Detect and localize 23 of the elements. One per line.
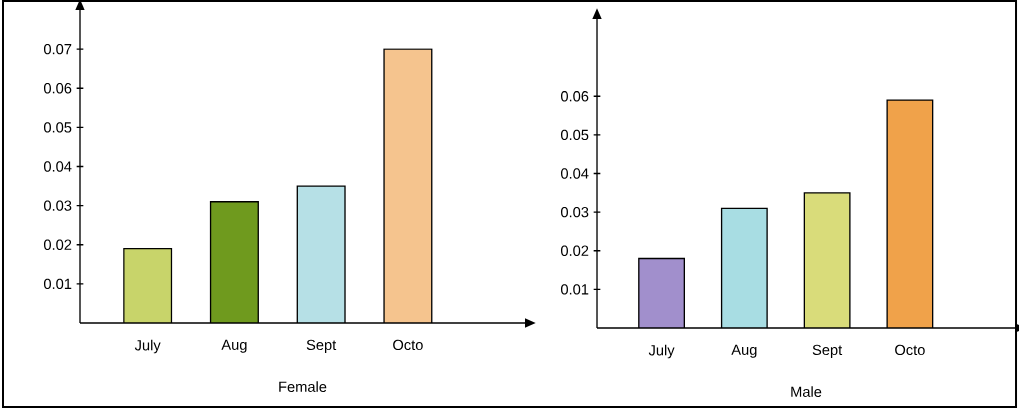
y-tick-label: 0.05: [560, 129, 589, 141]
y-tick-label: 0.07: [43, 43, 72, 55]
x-tick-label: July: [134, 339, 161, 354]
x-tick-label: Sept: [812, 344, 843, 358]
y-tick-label: 0.01: [43, 278, 72, 290]
y-tick-label: 0.04: [43, 161, 72, 172]
y-tick-label: 0.03: [43, 200, 72, 211]
y-tick-label: 0.04: [560, 168, 589, 179]
x-axis-title: Female: [279, 381, 327, 392]
y-tick-label: 0.03: [560, 206, 589, 218]
x-tick-label: Octo: [895, 344, 925, 356]
x-tick-label: Sept: [306, 339, 337, 353]
y-tick-label: 0.06: [43, 83, 72, 94]
y-tick-label: 0.01: [560, 284, 589, 295]
x-tick-label: Octo: [393, 339, 423, 351]
x-tick-label: Aug: [221, 339, 247, 353]
x-axis-title: Male: [791, 386, 822, 397]
x-tick-label: Aug: [731, 344, 757, 358]
y-tick-label: 0.02: [560, 245, 589, 256]
x-tick-label: July: [648, 344, 675, 359]
y-tick-label: 0.05: [43, 122, 72, 133]
y-tick-label: 0.02: [43, 239, 72, 250]
y-tick-label: 0.06: [560, 91, 589, 102]
